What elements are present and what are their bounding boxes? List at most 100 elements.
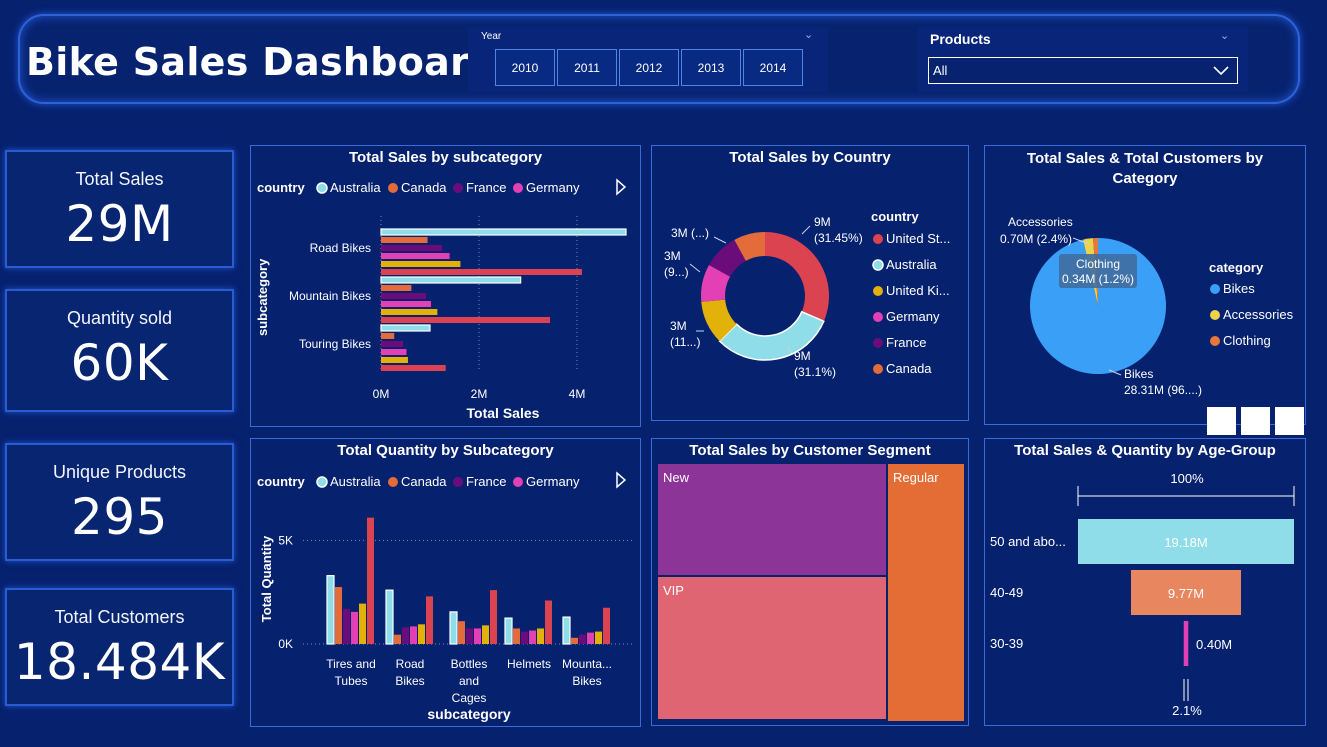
bar[interactable] — [385, 589, 394, 645]
legend-item[interactable]: Australia — [330, 474, 381, 489]
funnel-bar[interactable] — [1130, 570, 1242, 615]
panel-sales-by-country[interactable]: Total Sales by Country 9M (31.45%) 9M (31.1… — [651, 145, 969, 421]
donut-slice[interactable] — [765, 232, 829, 322]
bar[interactable] — [381, 245, 443, 251]
treemap-cell[interactable]: VIP — [658, 577, 886, 719]
bar[interactable] — [380, 276, 522, 284]
chevron-down-icon[interactable]: ⌄ — [1220, 30, 1230, 42]
bar[interactable] — [380, 324, 431, 332]
bar[interactable] — [351, 611, 358, 644]
legend-item[interactable]: Canada — [401, 180, 447, 195]
bar[interactable] — [326, 575, 335, 645]
bar[interactable] — [529, 630, 536, 644]
panel-sales-quantity-by-agegroup[interactable]: Total Sales & Quantity by Age-Group 100%… — [984, 438, 1306, 726]
bar[interactable] — [381, 301, 431, 307]
legend-item[interactable]: Australia — [330, 180, 381, 195]
bar[interactable] — [504, 617, 513, 645]
bar[interactable] — [513, 628, 520, 644]
donut-slice[interactable] — [701, 299, 737, 342]
bar[interactable] — [418, 624, 425, 644]
bar[interactable] — [381, 317, 551, 323]
scroll-right-icon[interactable] — [616, 471, 627, 489]
panel-sales-by-segment[interactable]: Total Sales by Customer Segment New VIP Re… — [651, 438, 969, 726]
year-button-2012[interactable]: 2012 — [619, 49, 679, 86]
legend-item[interactable]: Canada — [401, 474, 447, 489]
legend-item[interactable]: France — [886, 335, 926, 350]
bar[interactable] — [521, 631, 528, 644]
treemap-cell[interactable]: Regular — [888, 464, 964, 721]
panel-sales-by-subcategory[interactable]: Total Sales by subcategory country Austr… — [250, 145, 641, 427]
treemap-cell[interactable]: New — [658, 464, 886, 575]
scroll-right-icon[interactable] — [616, 178, 627, 196]
bar[interactable] — [343, 608, 350, 644]
visual-header-button[interactable] — [1275, 407, 1304, 435]
year-button-2014[interactable]: 2014 — [743, 49, 803, 86]
bar[interactable] — [381, 365, 446, 371]
panel-sales-customers-by-category[interactable]: Total Sales & Total Customers by Categor… — [984, 145, 1306, 435]
kpi-value: 295 — [71, 488, 168, 546]
chart-title: Total Sales by subcategory — [348, 149, 543, 166]
bar[interactable] — [458, 621, 465, 644]
bar[interactable] — [490, 590, 497, 644]
year-button-2013[interactable]: 2013 — [681, 49, 741, 86]
bar[interactable] — [381, 341, 404, 347]
year-button-2010[interactable]: 2010 — [495, 49, 555, 86]
funnel-bar[interactable] — [1078, 519, 1294, 564]
bar[interactable] — [571, 637, 578, 644]
bar[interactable] — [587, 632, 594, 644]
bar[interactable] — [449, 611, 458, 645]
legend-item[interactable]: Australia — [886, 257, 937, 272]
bar[interactable] — [381, 357, 408, 363]
legend-item[interactable]: Germany — [526, 474, 580, 489]
bar[interactable] — [381, 237, 428, 243]
bar[interactable] — [381, 253, 450, 259]
legend-item[interactable]: Accessories — [1223, 307, 1294, 322]
chevron-down-icon[interactable]: ⌄ — [804, 29, 814, 41]
visual-header-button[interactable] — [1241, 407, 1270, 435]
bar[interactable] — [335, 587, 342, 644]
legend-item[interactable]: United St... — [886, 231, 950, 246]
bar[interactable] — [381, 309, 438, 315]
bar[interactable] — [410, 626, 417, 644]
bar[interactable] — [562, 616, 571, 645]
funnel-chart: 100% 2.1% 50 and abo... 19.18M 40-49 9.77M 3… — [990, 471, 1295, 718]
bar[interactable] — [537, 628, 544, 644]
legend-item[interactable]: Germany — [526, 180, 580, 195]
visual-header-button[interactable] — [1207, 407, 1236, 435]
bar[interactable] — [402, 627, 409, 644]
legend-item[interactable]: France — [466, 474, 506, 489]
bar[interactable] — [381, 293, 427, 299]
legend-item[interactable]: Bikes — [1223, 281, 1255, 296]
bar[interactable] — [579, 634, 586, 644]
bar[interactable] — [394, 634, 401, 644]
bar[interactable] — [381, 261, 461, 267]
legend-item[interactable]: United Ki... — [886, 283, 950, 298]
products-dropdown[interactable]: All — [928, 57, 1238, 84]
year-button-2011[interactable]: 2011 — [557, 49, 617, 86]
legend-item[interactable]: France — [466, 180, 506, 195]
legend-item[interactable]: Clothing — [1223, 333, 1271, 348]
funnel-bar[interactable] — [1183, 621, 1189, 666]
legend-item[interactable]: Canada — [886, 361, 932, 376]
donut-slice[interactable] — [709, 239, 746, 277]
bar[interactable] — [545, 600, 552, 645]
donut-slice[interactable] — [734, 232, 765, 261]
bar[interactable] — [381, 269, 582, 275]
bar[interactable] — [595, 631, 602, 644]
legend-item[interactable]: Germany — [886, 309, 940, 324]
donut-slice[interactable] — [718, 310, 825, 361]
bar[interactable] — [367, 517, 374, 644]
bar[interactable] — [466, 628, 473, 644]
donut-slice[interactable] — [701, 264, 731, 302]
bar[interactable] — [380, 228, 627, 236]
bar[interactable] — [482, 625, 489, 644]
bar[interactable] — [426, 596, 433, 644]
bar[interactable] — [381, 333, 395, 339]
bar[interactable] — [359, 603, 366, 644]
legend-marker — [316, 182, 328, 194]
bar[interactable] — [474, 628, 481, 644]
bar[interactable] — [381, 285, 412, 291]
bar[interactable] — [603, 607, 610, 644]
bar[interactable] — [381, 349, 407, 355]
panel-quantity-by-subcategory[interactable]: Total Quantity by Subcategory country Au… — [250, 438, 641, 727]
